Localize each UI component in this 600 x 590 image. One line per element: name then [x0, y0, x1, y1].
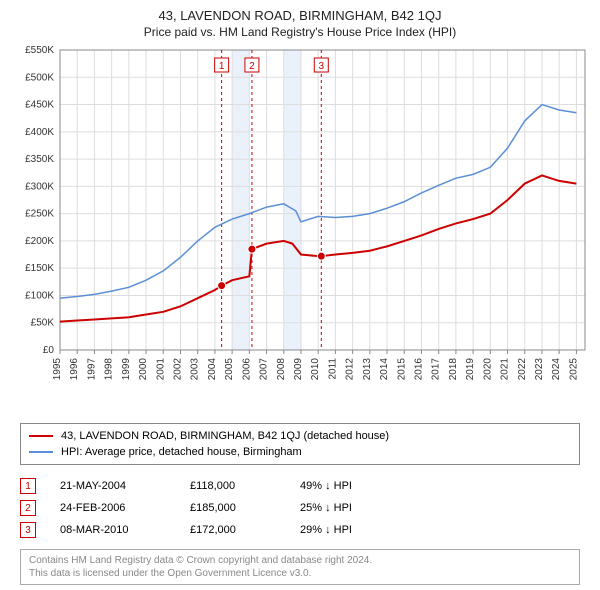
y-tick-label: £400K	[25, 127, 54, 138]
x-tick-label: 2007	[259, 358, 270, 381]
x-tick-label: 1997	[86, 358, 97, 381]
y-tick-label: £200K	[25, 236, 54, 247]
x-tick-label: 2023	[534, 358, 545, 381]
sale-badge: 1	[20, 478, 36, 494]
y-tick-label: £50K	[31, 318, 55, 329]
x-tick-label: 2025	[568, 358, 579, 381]
sales-table: 1 21-MAY-2004£118,00049% ↓ HPI 2 24-FEB-200…	[20, 475, 590, 541]
x-tick-label: 2024	[551, 358, 562, 381]
x-tick-label: 2019	[465, 358, 476, 381]
chart-plot-area: £0 £50K £100K £150K £200K £250K £300K £350K £400…	[10, 45, 590, 415]
sale-badge: 2	[20, 500, 36, 516]
legend-swatch	[29, 435, 53, 437]
y-tick-label: £100K	[25, 290, 54, 301]
x-tick-label: 2009	[293, 358, 304, 381]
legend-item: 43, LAVENDON ROAD, BIRMINGHAM, B42 1QJ (…	[29, 428, 571, 444]
y-tick-label: £350K	[25, 154, 54, 165]
x-tick-label: 2002	[172, 358, 183, 381]
legend-label: 43, LAVENDON ROAD, BIRMINGHAM, B42 1QJ (…	[61, 430, 389, 442]
x-tick-label: 2016	[413, 358, 424, 381]
event-badge-label: 1	[219, 61, 225, 72]
y-tick-label: £250K	[25, 209, 54, 220]
footer-line-1: Contains HM Land Registry data © Crown c…	[29, 554, 571, 567]
x-tick-label: 2015	[396, 358, 407, 381]
sale-row: 2 24-FEB-2006£185,00025% ↓ HPI	[20, 497, 590, 519]
x-tick-label: 2013	[362, 358, 373, 381]
x-tick-label: 1996	[69, 358, 80, 381]
x-tick-label: 1998	[104, 358, 115, 381]
series-marker	[218, 282, 226, 290]
legend-swatch	[29, 451, 53, 453]
sale-date: 08-MAR-2010	[60, 524, 190, 536]
series-marker	[317, 252, 325, 260]
legend-item: HPI: Average price, detached house, Birm…	[29, 444, 571, 460]
shade-band	[232, 50, 249, 350]
legend-label: HPI: Average price, detached house, Birm…	[61, 446, 302, 458]
sale-date: 24-FEB-2006	[60, 502, 190, 514]
sale-row: 1 21-MAY-2004£118,00049% ↓ HPI	[20, 475, 590, 497]
sale-price: £118,000	[190, 480, 300, 492]
y-tick-label: £300K	[25, 181, 54, 192]
sale-diff: 49% ↓ HPI	[300, 480, 352, 492]
chart-title: 43, LAVENDON ROAD, BIRMINGHAM, B42 1QJ	[10, 8, 590, 23]
event-badge-label: 2	[249, 61, 255, 72]
sale-price: £172,000	[190, 524, 300, 536]
sale-diff: 25% ↓ HPI	[300, 502, 352, 514]
sale-price: £185,000	[190, 502, 300, 514]
x-tick-label: 2018	[448, 358, 459, 381]
chart-svg: £0 £50K £100K £150K £200K £250K £300K £350K £400…	[10, 45, 590, 415]
footer-line-2: This data is licensed under the Open Gov…	[29, 567, 571, 580]
series-marker	[248, 245, 256, 253]
x-tick-label: 2004	[207, 358, 218, 381]
x-tick-label: 2014	[379, 358, 390, 381]
sale-date: 21-MAY-2004	[60, 480, 190, 492]
x-tick-label: 2020	[482, 358, 493, 381]
sale-row: 3 08-MAR-2010£172,00029% ↓ HPI	[20, 519, 590, 541]
attribution-footer: Contains HM Land Registry data © Crown c…	[20, 549, 580, 585]
x-tick-label: 2000	[138, 358, 149, 381]
x-tick-label: 2003	[190, 358, 201, 381]
x-tick-label: 1999	[121, 358, 132, 381]
event-badge-label: 3	[319, 61, 325, 72]
chart-subtitle: Price paid vs. HM Land Registry's House …	[10, 25, 590, 39]
y-tick-label: £500K	[25, 72, 54, 83]
y-tick-label: £550K	[25, 45, 54, 56]
x-tick-label: 2021	[500, 358, 511, 381]
x-tick-label: 2005	[224, 358, 235, 381]
x-tick-label: 2011	[327, 358, 338, 380]
x-tick-label: 2022	[517, 358, 528, 381]
x-tick-label: 2017	[431, 358, 442, 381]
legend: 43, LAVENDON ROAD, BIRMINGHAM, B42 1QJ (…	[20, 423, 580, 465]
x-tick-label: 2010	[310, 358, 321, 381]
x-tick-label: 1995	[52, 358, 63, 381]
x-tick-label: 2008	[276, 358, 287, 381]
x-tick-label: 2012	[345, 358, 356, 381]
y-tick-label: £450K	[25, 100, 54, 111]
y-tick-label: £150K	[25, 263, 54, 274]
x-tick-label: 2006	[241, 358, 252, 381]
chart-container: 43, LAVENDON ROAD, BIRMINGHAM, B42 1QJ P…	[0, 0, 600, 590]
shade-band	[284, 50, 301, 350]
sale-diff: 29% ↓ HPI	[300, 524, 352, 536]
y-tick-label: £0	[43, 345, 55, 356]
sale-badge: 3	[20, 522, 36, 538]
x-tick-label: 2001	[155, 358, 166, 381]
